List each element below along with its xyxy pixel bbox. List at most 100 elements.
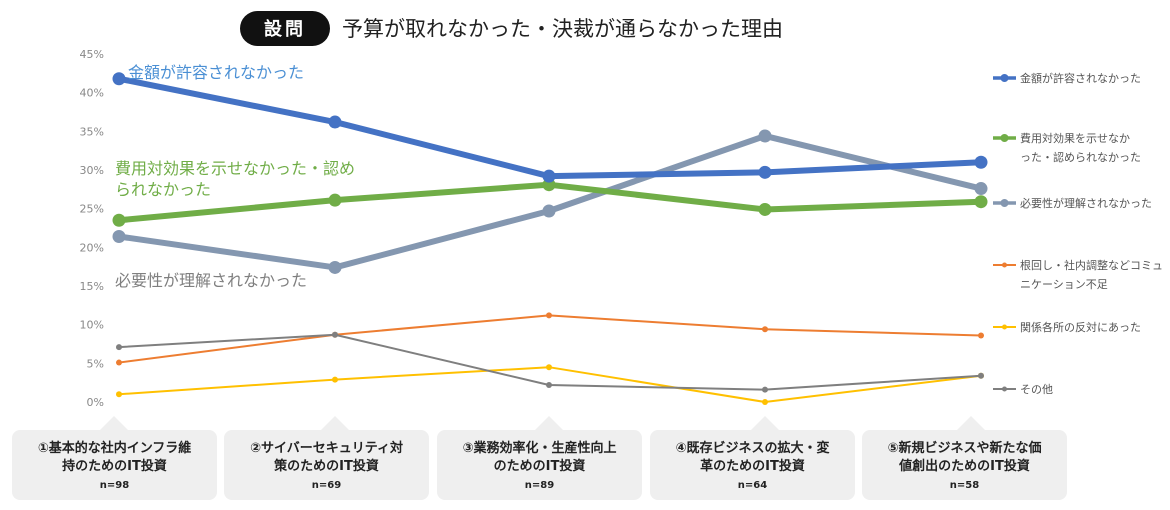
category-box-bg	[650, 430, 855, 500]
data-point	[542, 204, 556, 218]
legend-swatch-marker	[1002, 386, 1007, 392]
y-tick-label: 40%	[80, 87, 104, 100]
data-point	[116, 391, 122, 398]
series-callouts: 金額が許容されなかった費用対効果を示せなかった・認められなかった必要性が理解され…	[115, 63, 355, 290]
category-label: 値創出のためのIT投資	[898, 458, 1030, 474]
legend-item: その他	[993, 383, 1053, 396]
series-3	[112, 129, 988, 274]
legend-label: その他	[1020, 383, 1053, 396]
series-line	[116, 132, 984, 271]
legend-label: 費用対効果を示せなか	[1020, 131, 1130, 145]
category-n-label: n=58	[950, 480, 979, 491]
legend-swatch-marker	[1002, 324, 1007, 330]
category-n-label: n=89	[525, 480, 554, 491]
data-point	[542, 169, 556, 183]
y-tick-label: 10%	[80, 319, 104, 332]
legend-label: ニケーション不足	[1020, 278, 1108, 291]
data-point	[332, 331, 338, 338]
category-label: ③業務効率化・生産性向上	[462, 440, 616, 456]
header-badge-label: 設問	[264, 18, 306, 40]
data-point	[758, 202, 772, 216]
category-label: ④既存ビジネスの拡大・変	[675, 440, 829, 456]
category-pointer	[321, 416, 349, 430]
legend-swatch-marker	[1000, 134, 1009, 142]
chart-title: 予算が取れなかった・決裁が通らなかった理由	[342, 17, 783, 41]
data-point	[974, 155, 988, 169]
category-box-bg	[437, 430, 642, 500]
data-point	[758, 165, 772, 179]
legend-swatch-marker	[1002, 262, 1007, 268]
category-label: 持のためのIT投資	[62, 458, 167, 474]
legend: 金額が許容されなかった費用対効果を示せなかった・認められなかった必要性が理解され…	[993, 71, 1163, 396]
y-tick-label: 45%	[80, 48, 104, 61]
y-tick-label: 0%	[87, 396, 104, 409]
data-point	[762, 326, 768, 333]
category-pointer	[751, 416, 779, 430]
data-point	[328, 115, 342, 129]
y-tick-label: 20%	[80, 241, 104, 254]
data-point	[112, 230, 126, 244]
legend-item: 必要性が理解されなかった	[993, 196, 1152, 210]
y-tick-label: 25%	[80, 203, 104, 216]
y-tick-label: 35%	[80, 125, 104, 138]
y-tick-label: 30%	[80, 164, 104, 177]
data-point	[116, 344, 122, 351]
data-point	[328, 193, 342, 207]
legend-item: 費用対効果を示せなかった・認められなかった	[993, 131, 1141, 164]
legend-label: 根回し・社内調整などコミュ	[1020, 258, 1163, 272]
category-label: ⑤新規ビジネスや新たな価	[887, 440, 1041, 456]
series-callout-label: 金額が許容されなかった	[128, 63, 304, 82]
legend-item: 関係各所の反対にあった	[993, 320, 1141, 334]
series-5	[116, 364, 984, 405]
data-point	[762, 399, 768, 405]
data-point	[978, 372, 984, 379]
legend-label: った・認められなかった	[1020, 150, 1141, 164]
category-label: ①基本的な社内インフラ維	[38, 440, 192, 456]
data-point	[974, 195, 988, 209]
data-point	[758, 129, 772, 143]
legend-label: 必要性が理解されなかった	[1020, 196, 1152, 210]
data-point	[332, 376, 338, 383]
series-callout-label: られなかった	[115, 180, 211, 199]
data-point	[546, 364, 552, 371]
category-box-bg	[862, 430, 1067, 500]
data-point	[546, 381, 552, 388]
category-pointer	[957, 416, 985, 430]
legend-item: 金額が許容されなかった	[993, 71, 1141, 85]
legend-swatch-marker	[1000, 199, 1009, 207]
category-box-bg	[12, 430, 217, 500]
y-tick-label: 15%	[80, 280, 104, 293]
category-pointer	[535, 416, 563, 430]
series-6	[116, 331, 984, 393]
category-n-label: n=64	[738, 480, 767, 491]
data-point	[328, 260, 342, 274]
series-callout-label: 必要性が理解されなかった	[115, 271, 307, 290]
category-pointer	[100, 416, 128, 430]
category-box-bg	[224, 430, 429, 500]
category-n-label: n=98	[100, 480, 129, 491]
data-point	[762, 386, 768, 393]
series-2	[112, 178, 988, 227]
data-point	[116, 359, 122, 366]
data-point	[978, 332, 984, 339]
y-tick-label: 5%	[87, 357, 104, 370]
legend-swatch-marker	[1000, 74, 1009, 82]
category-label: のためのIT投資	[494, 458, 586, 474]
legend-label: 金額が許容されなかった	[1020, 71, 1141, 85]
category-label: 革のためのIT投資	[700, 458, 805, 474]
series-callout-label: 費用対効果を示せなかった・認め	[115, 159, 355, 178]
category-label: 策のためのIT投資	[274, 458, 379, 474]
data-point	[112, 213, 126, 227]
legend-label: 関係各所の反対にあった	[1020, 320, 1141, 334]
plot-area	[112, 72, 988, 405]
series-line	[118, 333, 982, 391]
data-point	[546, 312, 552, 319]
